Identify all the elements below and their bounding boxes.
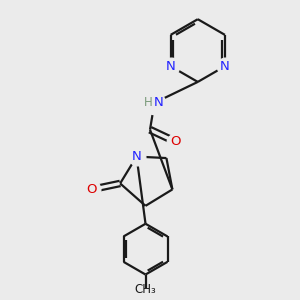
Text: N: N [132, 150, 141, 163]
Text: CH₃: CH₃ [135, 283, 156, 296]
Text: N: N [220, 60, 230, 73]
Text: H: H [144, 96, 153, 109]
Text: O: O [86, 183, 97, 196]
Text: N: N [154, 96, 164, 109]
Text: O: O [170, 135, 181, 148]
Text: N: N [166, 60, 175, 73]
